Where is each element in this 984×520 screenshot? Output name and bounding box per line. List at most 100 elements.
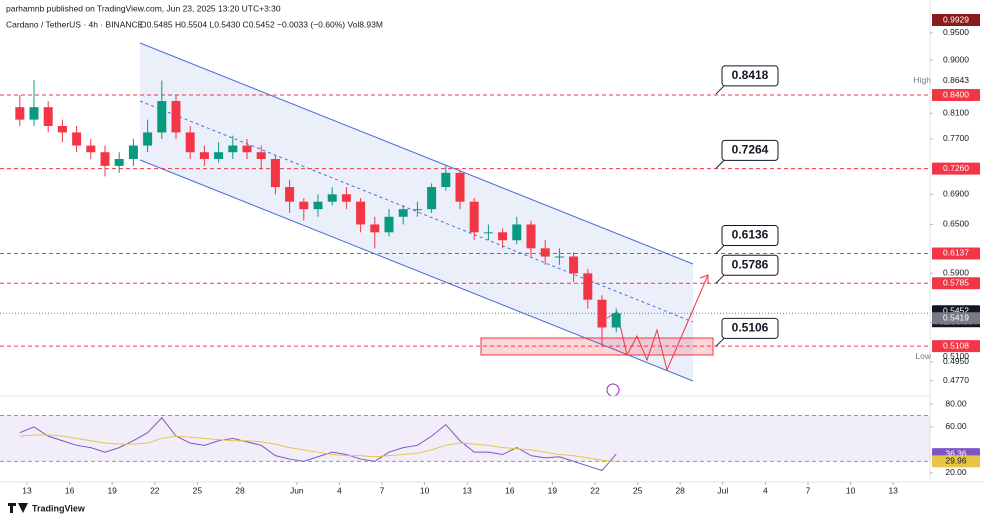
- candle-body: [327, 194, 337, 202]
- candle-body: [86, 145, 96, 153]
- price-label: 0.6900: [943, 189, 969, 199]
- low-name: Low: [915, 351, 931, 361]
- callout-box: [721, 139, 779, 161]
- x-tick-label: 16: [65, 485, 75, 495]
- callout-label: 0.6136: [732, 228, 769, 242]
- candle-body: [356, 201, 366, 225]
- callout-box: [721, 317, 779, 339]
- candle-body: [128, 145, 138, 160]
- candle-body: [157, 101, 167, 133]
- candle-body: [441, 172, 451, 188]
- callout-box: [721, 65, 779, 87]
- price-label: 0.4950: [943, 356, 969, 366]
- price-label: 0.6500: [943, 219, 969, 229]
- candle-body: [72, 132, 82, 146]
- price-label-bg: [932, 312, 980, 325]
- price-label-bg: [932, 277, 980, 290]
- max-bg: [932, 14, 980, 26]
- candle-body: [611, 313, 621, 328]
- price-label-bg: [932, 340, 980, 353]
- channel-bottom: [139, 159, 694, 382]
- candle-body: [384, 216, 394, 233]
- candle-body: [143, 132, 153, 146]
- candle-body: [299, 201, 309, 210]
- candle-body: [455, 172, 465, 202]
- price-label: 0.7700: [943, 133, 969, 143]
- high-value: 0.8643: [943, 75, 969, 85]
- candle-body: [370, 224, 380, 233]
- price-label: 0.9500: [943, 27, 969, 37]
- logo: [8, 503, 28, 513]
- price-label: 0.8100: [943, 108, 969, 118]
- candle-body: [57, 125, 67, 133]
- callout-pointer: [715, 245, 725, 254]
- x-tick-label: 25: [633, 485, 643, 495]
- x-tick-label: 28: [675, 485, 685, 495]
- callout-pointer: [715, 337, 725, 347]
- published: parhamnb published on TradingView.com, J…: [6, 3, 281, 13]
- candle-body: [313, 201, 323, 210]
- candle-body: [554, 256, 564, 258]
- candle-body: [214, 152, 224, 160]
- symbol: Cardano / TetherUS · 4h · BINANCE: [6, 19, 144, 29]
- candle-body: [199, 152, 209, 160]
- rsi-line: [19, 434, 617, 462]
- price-label-bg: [932, 247, 980, 260]
- price-label: 0.5785: [943, 278, 969, 288]
- candle-body: [29, 107, 39, 120]
- price-label: 60.00: [945, 421, 967, 431]
- low-value: 0.5100: [943, 351, 969, 361]
- callout-label: 0.5786: [732, 257, 769, 271]
- channel-top: [139, 42, 694, 265]
- candle-body: [540, 248, 550, 257]
- price-label: 0.9000: [943, 54, 969, 64]
- channel: [140, 43, 693, 381]
- price-label: 29.96: [945, 456, 967, 466]
- callout-pointer: [715, 274, 725, 284]
- candle-body: [583, 273, 593, 300]
- candle-body: [100, 152, 110, 166]
- x-tick-label: Jul: [717, 485, 728, 495]
- callout-label: 0.5106: [732, 320, 769, 334]
- candle-body: [43, 107, 53, 126]
- callout-pointer: [715, 85, 725, 95]
- x-tick-label: 7: [806, 485, 811, 495]
- price-label: 0.5900: [943, 268, 969, 278]
- arrow-head: [699, 274, 709, 284]
- x-tick-label: 13: [462, 485, 472, 495]
- rsi-line: [19, 417, 617, 472]
- high-name: High: [914, 75, 932, 85]
- max-label: 0.9929: [943, 14, 969, 24]
- candle-body: [270, 159, 280, 188]
- price-label: 0.5108: [943, 340, 969, 350]
- callout-box: [721, 254, 779, 276]
- price-label: 80.00: [945, 398, 967, 408]
- price-label: 20.00: [945, 467, 967, 477]
- candle-body: [412, 209, 422, 211]
- candle-body: [398, 209, 408, 217]
- candle-body: [469, 201, 479, 233]
- price-label: 0.8400: [943, 89, 969, 99]
- candle-body: [569, 256, 579, 274]
- callout-label: 0.7264: [732, 143, 769, 157]
- candle-body: [498, 232, 508, 241]
- callout-pointer: [715, 160, 725, 169]
- candle-body: [285, 187, 295, 202]
- x-tick-label: 4: [763, 485, 768, 495]
- candle-body: [185, 132, 195, 153]
- candle-body: [114, 159, 124, 166]
- x-tick-label: 22: [150, 485, 160, 495]
- candle-body: [228, 145, 238, 153]
- price-label: 0.7260: [943, 163, 969, 173]
- x-tick-label: 13: [888, 485, 898, 495]
- rsi-band: [0, 415, 930, 462]
- candle-body: [341, 194, 351, 202]
- x-tick-label: 7: [380, 485, 385, 495]
- x-tick-label: Jun: [290, 485, 304, 495]
- x-tick-label: 10: [846, 485, 856, 495]
- candle-body: [427, 187, 437, 210]
- x-tick-label: 4: [337, 485, 342, 495]
- candle-body: [171, 101, 181, 133]
- x-tick-label: 22: [590, 485, 600, 495]
